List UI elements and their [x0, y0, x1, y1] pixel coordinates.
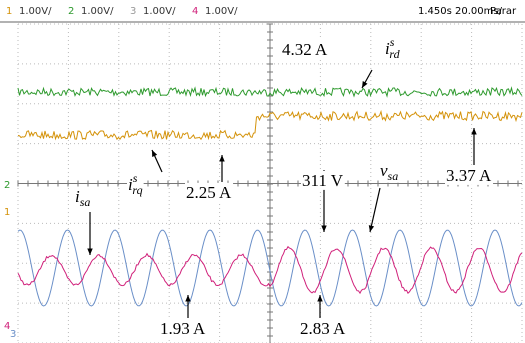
annotation-label: 4.32 A [282, 40, 328, 59]
oscilloscope-screen: 2143 1.450s 20.00ms/ Parar 11.00V/21.00V… [0, 0, 525, 343]
symbol-sub: rq [132, 183, 142, 197]
channel-marker: 3 [10, 329, 16, 340]
channel-scale: 1.00V/ [19, 6, 52, 17]
channel-scale: 1.00V/ [81, 6, 114, 17]
annotation-label: 311 V [302, 171, 344, 190]
channel-number: 2 [68, 6, 74, 17]
channel-number: 3 [130, 6, 136, 17]
annotation-label: 1.93 A [160, 319, 206, 338]
symbol-sub: rd [389, 47, 400, 61]
channel-scale: 1.00V/ [205, 6, 238, 17]
time: 1.450s [418, 6, 452, 17]
channel-number: 4 [192, 6, 198, 17]
symbol-sub: sa [388, 169, 399, 183]
channel-marker: 2 [4, 180, 10, 191]
annotation-label: 2.83 A [300, 319, 346, 338]
channel-number: 1 [6, 6, 12, 17]
annotation-label: 3.37 A [446, 166, 492, 185]
status[interactable]: Parar [490, 6, 517, 17]
channel-marker: 1 [4, 207, 10, 218]
channel-scale: 1.00V/ [143, 6, 176, 17]
annotation-label: 2.25 A [186, 183, 232, 202]
symbol-sub: sa [80, 195, 91, 209]
